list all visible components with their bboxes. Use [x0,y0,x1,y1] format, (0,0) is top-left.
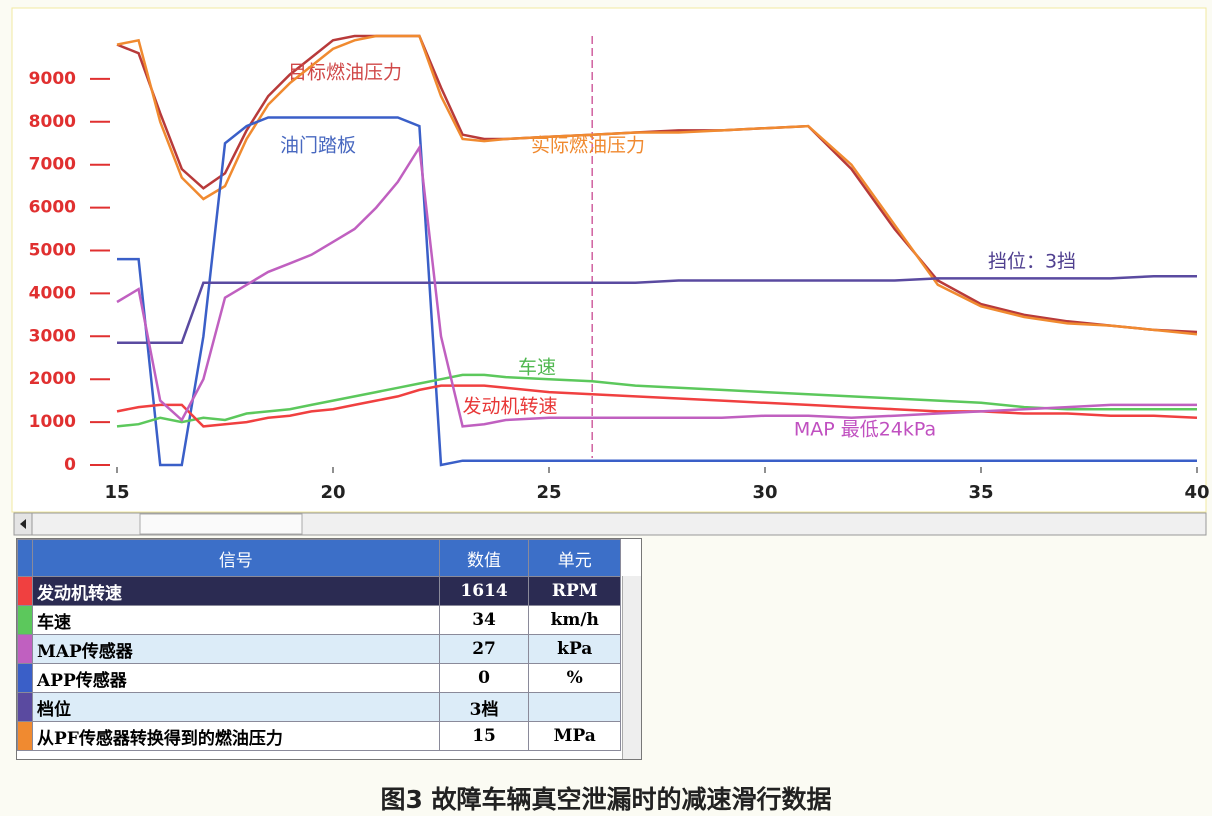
cell-value: 15 [438,721,530,751]
cell-unit [528,692,621,722]
scroll-arrow [20,519,26,529]
caption: 图3 故障车辆真空泄漏时的减速滑行数据 [380,785,832,814]
series-line [116,384,1198,428]
row-swatch [17,576,33,606]
header-cell: 信号 [32,539,440,577]
y-tick-label: 5000 [29,241,76,261]
cell-unit: % [528,663,621,693]
x-tick-label: 15 [104,482,129,503]
series-line [116,143,1197,428]
series-label: 发动机转速 [462,396,557,418]
table-row[interactable]: 档位 3档 [17,692,621,722]
cell-value: 34 [438,605,530,635]
x-tick-label: 30 [752,482,777,503]
y-tick-label: 7000 [29,155,76,175]
x-tick-label: 25 [536,482,561,503]
x-tick-label: 40 [1184,482,1209,503]
series-label: 目标燃油压力 [288,62,402,84]
series-line [116,34,1198,334]
table-row[interactable]: APP传感器 0% [17,663,621,693]
row-swatch [17,692,33,722]
series-label: 油门踏板 [280,135,356,157]
y-tick-label: 1000 [29,412,76,432]
series-line [117,116,1197,467]
y-tick-label: 9000 [29,69,76,89]
y-tick-label: 3000 [29,326,76,346]
cell-unit: RPM [528,576,621,606]
series-label: 挡位：3挡 [988,251,1076,273]
cell-signal: 档位 [32,692,440,722]
series-line [116,373,1197,428]
y-tick-label: 6000 [29,198,76,218]
v-scrollbar[interactable] [622,576,641,759]
row-swatch [17,634,33,664]
y-tick-label: 4000 [29,283,76,303]
row-swatch [17,721,33,751]
cell-signal: 发动机转速 [32,576,440,606]
header-row: 信号 数值 单元 [17,539,621,577]
chart: 0 1000 2000 3000 4000 5000 6000 7000 8000 9000 15 2… [11,7,1210,536]
series-line [116,34,1198,336]
signal-table: 信号 数值 单元 发动机转速 1614 RPM 车速 34 km/h MAP传感器 27 kPa APP… [16,538,642,760]
header-cell: 数值 [438,539,530,577]
cell-unit: km/h [528,605,621,635]
y-tick-label: 0 [64,455,76,475]
cell-value: 0 [438,663,530,693]
row-swatch [17,605,33,635]
x-tick-label: 20 [320,482,345,503]
row-swatch [17,663,33,693]
table-row[interactable]: 车速 34 km/h [17,605,621,635]
cell-signal: MAP传感器 [32,634,440,664]
table-row[interactable]: 从PF传感器转换得到的燃油压力 15 MPa [17,721,621,751]
series-label: 实际燃油压力 [531,135,645,157]
scroll-thumb[interactable] [139,513,303,535]
cell-signal: 从PF传感器转换得到的燃油压力 [32,721,440,751]
table-row[interactable]: MAP传感器 27 kPa [17,634,621,664]
header-swatch [17,539,33,577]
y-tick-label: 2000 [29,369,76,389]
x-tick-label: 35 [968,482,993,503]
cell-value: 27 [438,634,530,664]
y-tick-label: 8000 [29,112,76,132]
cell-value: 1614 [438,576,530,606]
cell-unit: kPa [528,634,621,664]
cell-value: 3档 [438,692,530,722]
header-cell: 单元 [528,539,621,577]
cell-signal: APP传感器 [32,663,440,693]
cell-unit: MPa [528,721,621,751]
table-row[interactable]: 发动机转速 1614 RPM [17,576,621,606]
cell-signal: 车速 [32,605,440,635]
series-label: MAP 最低24kPa [794,419,936,441]
series-line [117,274,1197,344]
series-label: 车速 [518,357,556,379]
table: 信号 数值 单元 发动机转速 1614 RPM 车速 34 km/h MAP传感器 27 kPa APP… [17,539,621,751]
